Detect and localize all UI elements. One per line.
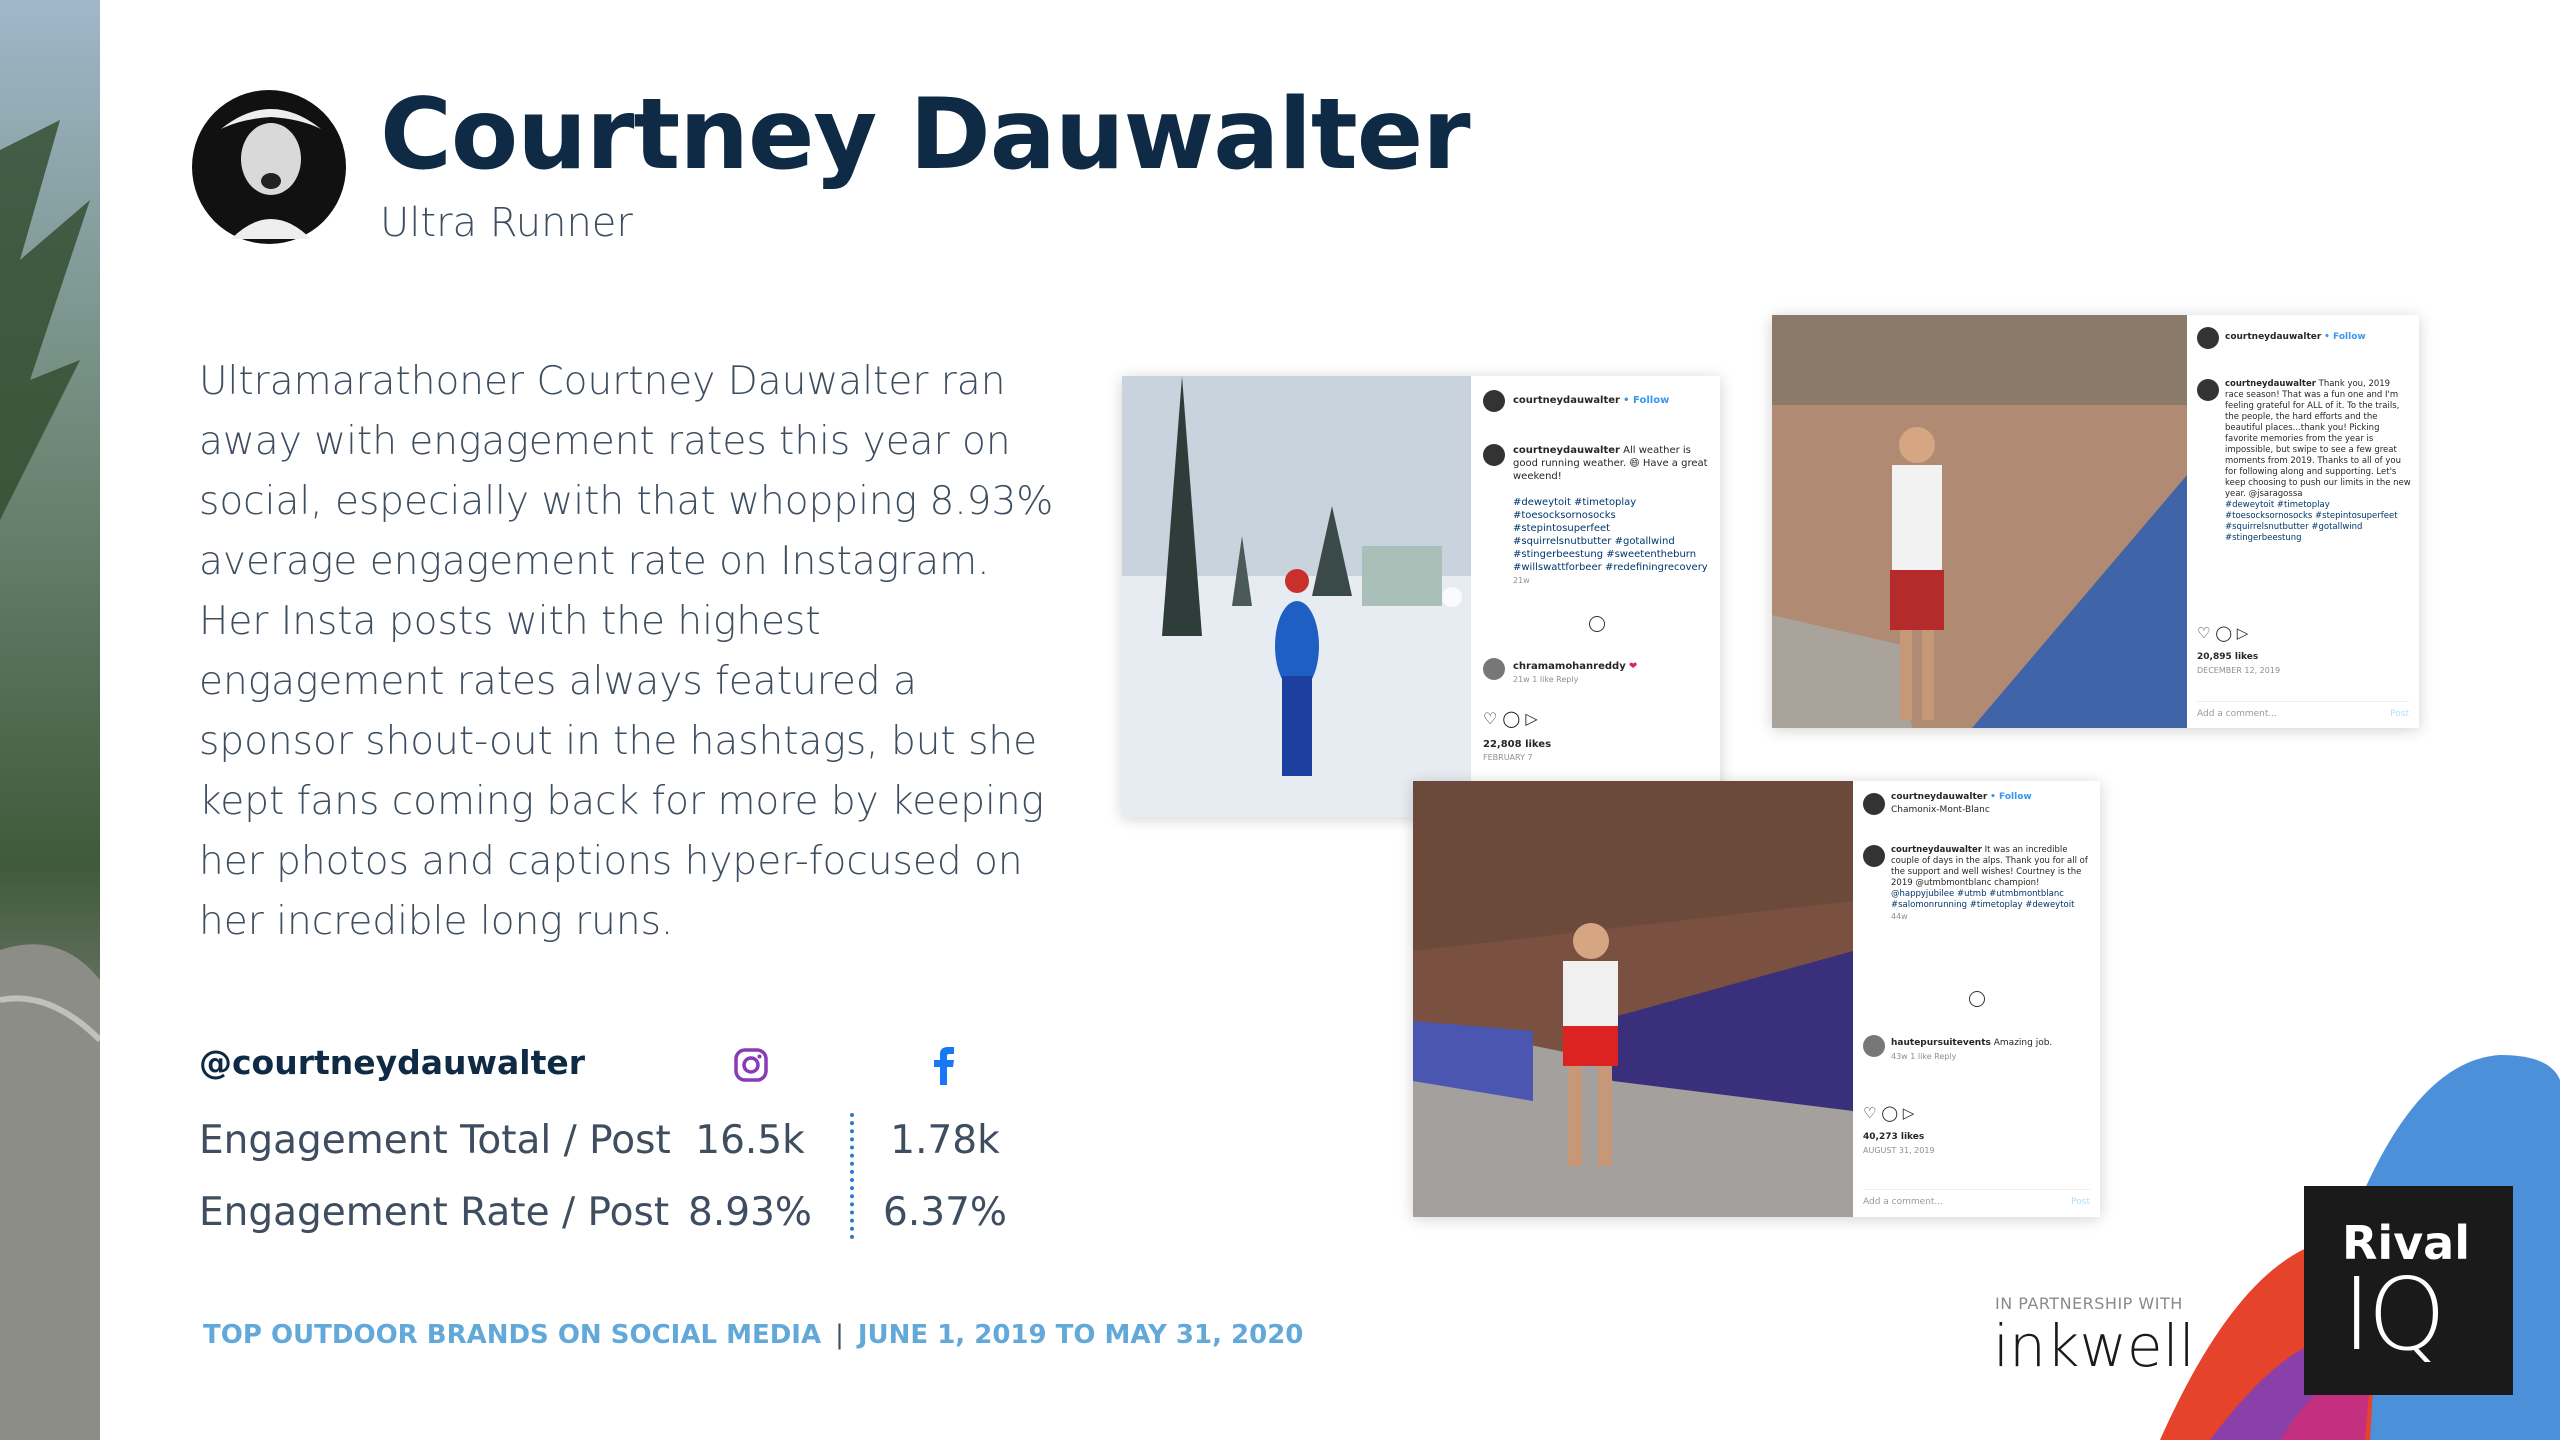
follow-button[interactable]: • Follow	[2324, 332, 2366, 342]
comment-user: chramamohanreddy	[1513, 661, 1626, 672]
title: Courtney Dauwalter	[380, 78, 1471, 192]
comment-box[interactable]: Add a comment... Post	[2197, 701, 2409, 721]
report-name: TOP OUTDOOR BRANDS ON SOCIAL MEDIA	[203, 1320, 822, 1350]
post-date: AUGUST 31, 2019	[1863, 1146, 1935, 1155]
handle: @courtneydauwalter	[199, 1043, 586, 1082]
post-button[interactable]: Post	[2390, 709, 2409, 719]
load-more[interactable]	[1589, 616, 1605, 632]
partner-label: IN PARTNERSHIP WITH	[1995, 1294, 2183, 1313]
caption: All weather is good running weather. 😄 H…	[1513, 445, 1708, 482]
row-label: Engagement Rate / Post	[199, 1190, 670, 1235]
username: courtneydauwalter	[1513, 395, 1620, 406]
divider	[850, 1113, 854, 1239]
caption: It was an incredible couple of days in t…	[1891, 845, 2088, 888]
logo-word: Rival	[2342, 1216, 2470, 1270]
comment-box[interactable]: Add a comment... Post	[1863, 1189, 2090, 1209]
instagram-post: courtneydauwalter • Follow Chamonix-Mont-…	[1413, 781, 2100, 1217]
action-icons[interactable]: ♡ ◯ ▷	[2197, 624, 2249, 642]
avatar	[192, 90, 346, 244]
footer: TOP OUTDOOR BRANDS ON SOCIAL MEDIA | JUNE …	[203, 1320, 1317, 1350]
post-photo	[1772, 315, 2187, 728]
post-panel: courtneydauwalter • Follow courtneydauwa…	[2187, 315, 2419, 728]
subtitle: Ultra Runner	[380, 200, 633, 246]
post-photo	[1413, 781, 1853, 1217]
comment-meta: 43w 1 like Reply	[1891, 1052, 1957, 1061]
comment-text: Amazing job.	[1993, 1038, 2053, 1048]
post-age: 44w	[1891, 912, 1908, 921]
likes: 22,808 likes	[1483, 739, 1552, 750]
username: courtneydauwalter	[1513, 445, 1620, 456]
hashtags: #deweytoit #timetoplay #toesocksornosock…	[2225, 500, 2398, 543]
instagram-post: courtneydauwalter • Follow courtneydauwa…	[1772, 315, 2419, 728]
post-date: FEBRUARY 7	[1483, 753, 1533, 762]
facebook-value: 6.37%	[883, 1190, 1007, 1235]
facebook-icon	[934, 1047, 954, 1085]
likes: 20,895 likes	[2197, 652, 2259, 662]
side-photo	[0, 0, 100, 1440]
likes: 40,273 likes	[1863, 1132, 1925, 1142]
post-age: 21w	[1513, 576, 1530, 585]
username: courtneydauwalter	[2225, 332, 2322, 342]
logo-mark: IQ	[2342, 1256, 2446, 1373]
date-range: JUNE 1, 2019 TO MAY 31, 2020	[857, 1320, 1304, 1350]
load-more[interactable]	[1969, 991, 1985, 1007]
post-panel: courtneydauwalter • Follow courtneydauwa…	[1471, 376, 1720, 817]
hashtags: #deweytoit #timetoplay #toesocksornosock…	[1513, 497, 1708, 573]
post-button[interactable]: Post	[2071, 1197, 2090, 1207]
add-comment[interactable]: Add a comment...	[2197, 709, 2278, 719]
description: Ultramarathoner Courtney Dauwalter ran a…	[199, 359, 1054, 944]
add-comment[interactable]: Add a comment...	[1863, 1197, 1944, 1207]
instagram-post: courtneydauwalter • Follow courtneydauwa…	[1122, 376, 1720, 817]
follow-button[interactable]: • Follow	[1623, 395, 1670, 406]
caption: Thank you, 2019 race season! That was a …	[2225, 379, 2411, 499]
post-panel: courtneydauwalter • Follow Chamonix-Mont-…	[1853, 781, 2100, 1217]
location: Chamonix-Mont-Blanc	[1891, 805, 1990, 815]
username: courtneydauwalter	[1891, 792, 1988, 802]
partner-name: inkwell	[1993, 1312, 2195, 1380]
instagram-value: 16.5k	[695, 1118, 805, 1163]
comment-user: hautepursuitevents	[1891, 1038, 1991, 1048]
comment-meta: 21w 1 like Reply	[1513, 675, 1579, 684]
hashtags: @happyjubilee #utmb #utmbmontblanc #salo…	[1891, 889, 2075, 910]
username: courtneydauwalter	[1891, 845, 1982, 855]
follow-button[interactable]: • Follow	[1990, 792, 2032, 802]
instagram-value: 8.93%	[688, 1190, 812, 1235]
action-icons[interactable]: ♡ ◯ ▷	[1863, 1104, 1915, 1122]
logo: Rival IQ	[2304, 1186, 2513, 1395]
post-photo	[1122, 376, 1471, 817]
action-icons[interactable]: ♡ ◯ ▷	[1483, 709, 1538, 728]
separator: |	[835, 1320, 844, 1350]
instagram-icon	[734, 1048, 768, 1082]
post-date: DECEMBER 12, 2019	[2197, 666, 2281, 675]
username: courtneydauwalter	[2225, 379, 2316, 389]
row-label: Engagement Total / Post	[199, 1118, 671, 1163]
facebook-value: 1.78k	[890, 1118, 1000, 1163]
